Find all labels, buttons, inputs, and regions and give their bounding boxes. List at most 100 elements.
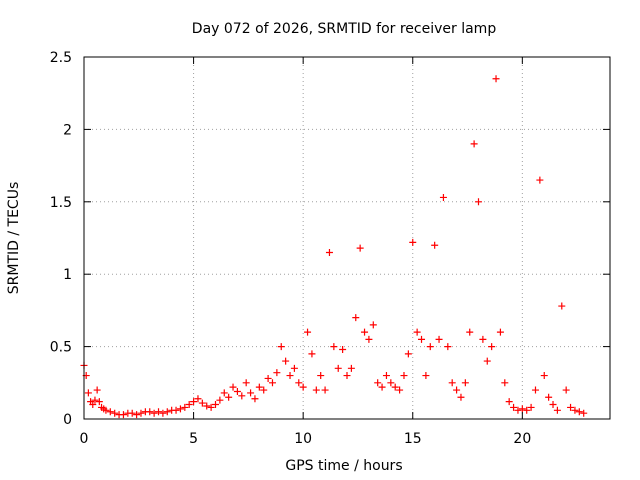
- data-point: [396, 386, 404, 394]
- data-point: [321, 386, 329, 394]
- data-point: [102, 406, 110, 414]
- data-point: [150, 409, 158, 417]
- data-point: [295, 379, 303, 387]
- data-point: [133, 411, 141, 419]
- data-point: [536, 176, 544, 184]
- x-axis-label: GPS time / hours: [285, 458, 402, 474]
- x-tick-label: 0: [80, 431, 89, 447]
- data-point: [330, 343, 338, 351]
- grid: [84, 57, 610, 419]
- data-point: [488, 343, 496, 351]
- data-point: [492, 75, 500, 83]
- data-point: [466, 328, 474, 336]
- x-tick-label: 15: [404, 431, 422, 447]
- x-tick-label: 20: [513, 431, 531, 447]
- y-tick-label: 2: [63, 122, 72, 138]
- data-point: [426, 343, 434, 351]
- data-point: [439, 193, 447, 201]
- data-point: [220, 389, 228, 397]
- data-point: [501, 379, 509, 387]
- data-point: [567, 403, 575, 411]
- data-point: [540, 372, 548, 380]
- data-point: [247, 389, 255, 397]
- data-point: [242, 379, 250, 387]
- data-point: [365, 335, 373, 343]
- data-point: [93, 386, 101, 394]
- data-point: [343, 372, 351, 380]
- data-point: [308, 350, 316, 358]
- x-tick-label: 5: [189, 431, 198, 447]
- y-tick-label: 1: [63, 267, 72, 283]
- data-point: [84, 389, 92, 397]
- data-point: [518, 405, 526, 413]
- data-point: [404, 350, 412, 358]
- data-point: [198, 399, 206, 407]
- data-point: [181, 403, 189, 411]
- data-point: [422, 372, 430, 380]
- data-point: [212, 401, 219, 409]
- data-point: [233, 387, 241, 395]
- x-tick-label: 10: [294, 431, 312, 447]
- data-point: [553, 406, 561, 414]
- y-tick-label: 0.5: [50, 340, 72, 356]
- data-point: [325, 248, 333, 256]
- data-point: [347, 364, 355, 372]
- data-point: [282, 357, 290, 365]
- data-point: [155, 408, 163, 416]
- data-point: [562, 386, 570, 394]
- data-point: [312, 386, 320, 394]
- data-point: [95, 398, 103, 406]
- data-point: [527, 403, 535, 411]
- data-point: [470, 140, 478, 148]
- data-point: [475, 198, 482, 206]
- data-point: [185, 401, 193, 409]
- data-point: [273, 369, 281, 377]
- data-point: [146, 408, 154, 416]
- data-point: [444, 343, 452, 351]
- data-point: [290, 364, 298, 372]
- data-point: [483, 357, 491, 365]
- data-point: [216, 396, 224, 404]
- data-point: [374, 379, 382, 387]
- data-point: [207, 403, 215, 411]
- data-point: [159, 409, 167, 417]
- data-point: [229, 383, 237, 391]
- data-point: [176, 405, 184, 413]
- data-point: [378, 383, 386, 391]
- data-point: [545, 393, 553, 401]
- data-point: [571, 406, 579, 414]
- data-point: [369, 321, 377, 329]
- data-point: [299, 383, 307, 391]
- data-point: [268, 379, 276, 387]
- data-point: [286, 372, 294, 380]
- data-point: [304, 328, 312, 336]
- data-point: [163, 408, 171, 416]
- data-point: [255, 383, 263, 391]
- data-point: [431, 241, 439, 249]
- data-point: [352, 314, 360, 322]
- data-point: [89, 401, 97, 409]
- data-point: [479, 335, 487, 343]
- data-point: [119, 411, 127, 419]
- data-point: [558, 302, 566, 310]
- data-series-srmtid: [80, 75, 588, 419]
- data-point: [413, 328, 421, 336]
- data-point: [339, 345, 347, 353]
- data-point: [382, 372, 390, 380]
- data-point: [251, 395, 259, 403]
- plot-border: [83, 56, 611, 420]
- data-point: [580, 409, 588, 417]
- data-point: [505, 398, 513, 406]
- data-point: [317, 372, 325, 380]
- data-point: [91, 396, 99, 404]
- data-point: [387, 379, 395, 387]
- y-axis-label: SRMTID / TECUs: [6, 182, 22, 295]
- data-point: [203, 402, 211, 410]
- data-point: [106, 408, 114, 416]
- data-point: [225, 393, 233, 401]
- y-tick-label: 0: [63, 412, 72, 428]
- data-point: [238, 392, 246, 400]
- y-tick-label: 1.5: [50, 195, 72, 211]
- data-point: [457, 393, 465, 401]
